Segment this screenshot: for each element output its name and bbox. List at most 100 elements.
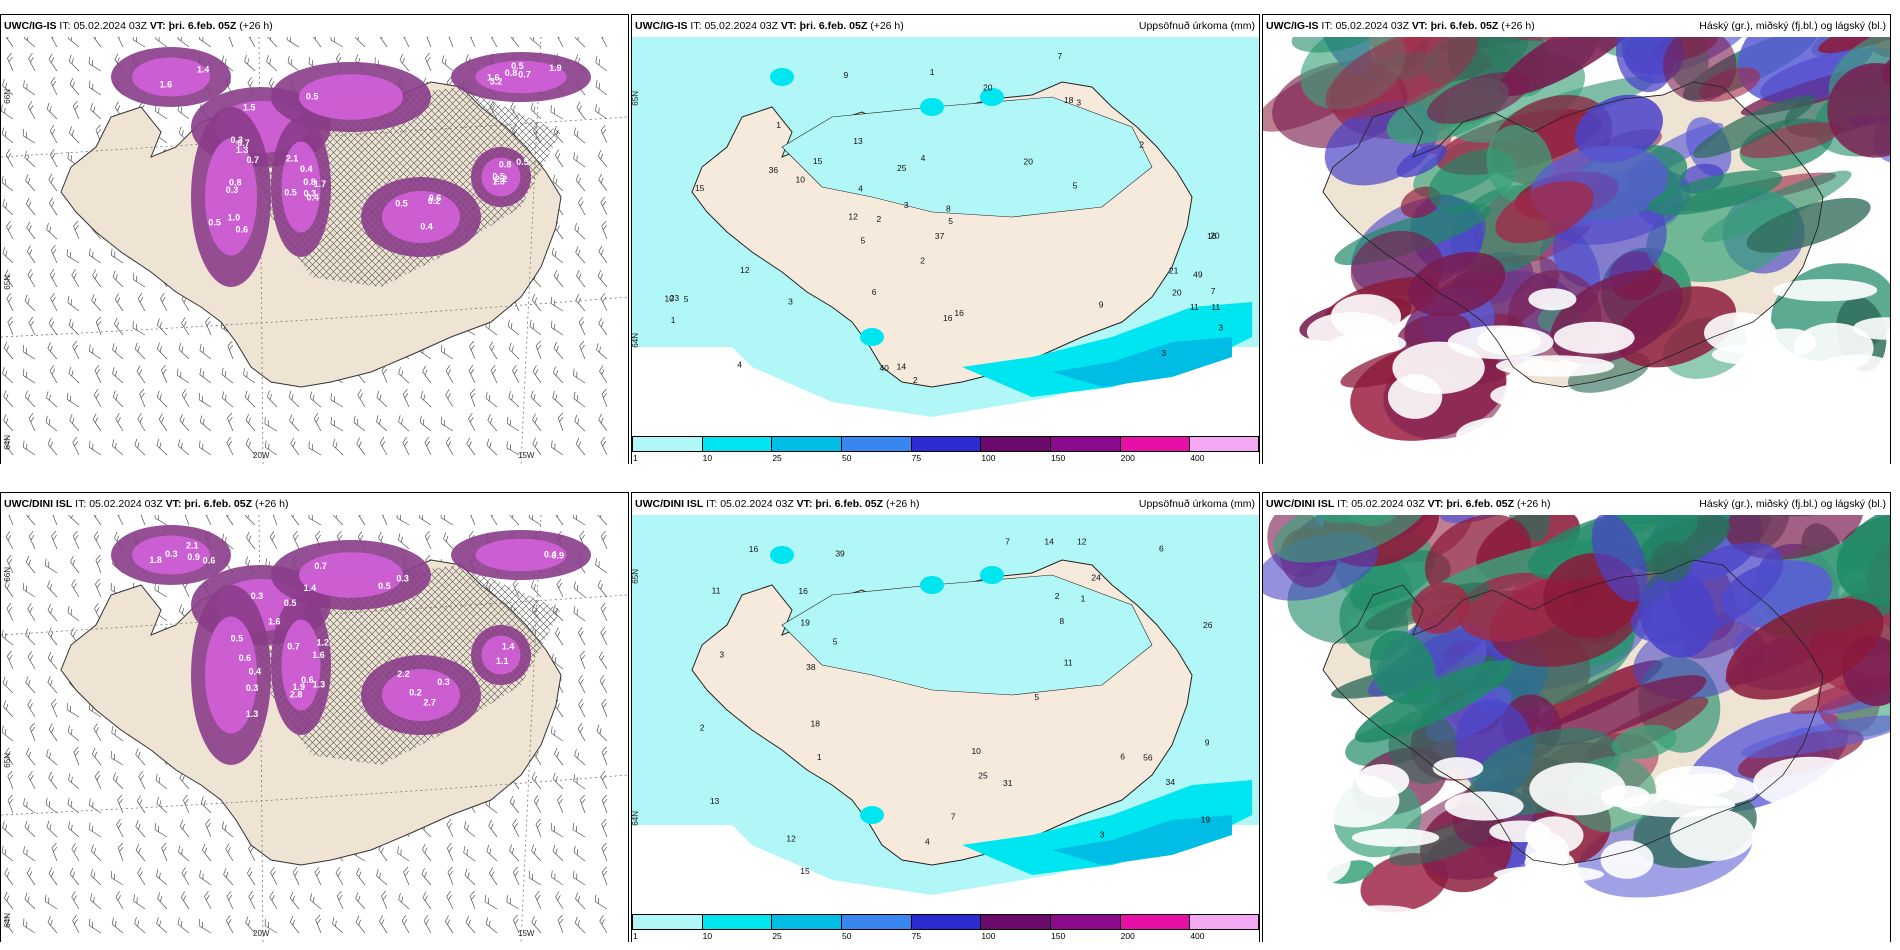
wind-barb (354, 37, 366, 48)
precip-value-label: 0.5 (511, 61, 524, 71)
wind-barb (264, 919, 278, 934)
precip-value-label: 1.2 (317, 637, 330, 647)
wind-barb (48, 867, 58, 886)
precip-value-label: 0.4 (544, 549, 557, 559)
colorbar-swatch (1119, 914, 1190, 930)
precip-total-label: 15 (800, 866, 810, 876)
precip-total-label: 21 (1169, 266, 1179, 276)
wind-barb (528, 515, 542, 526)
precip-total-label: 2 (913, 375, 918, 385)
wind-barb (4, 915, 14, 934)
precip-total-label: 2 (700, 722, 705, 732)
precip-value-label: 3.2 (490, 76, 503, 86)
wind-barb (552, 174, 564, 192)
precip-total-label: 20 (1172, 287, 1182, 297)
wind-barb (155, 869, 168, 886)
wind-barb (289, 915, 300, 934)
precip-total-label: 16 (954, 308, 964, 318)
wind-barb (601, 866, 608, 886)
wind-barb (114, 317, 124, 336)
wind-barb (2, 198, 14, 216)
wind-barb (93, 531, 102, 550)
wind-barb (156, 342, 168, 360)
wind-barb (600, 292, 608, 312)
wind-barb (24, 150, 36, 168)
wind-barb (601, 698, 608, 718)
wind-barb (550, 822, 564, 838)
cloud-layer-patch (1740, 715, 1890, 759)
wind-barb (271, 515, 278, 526)
wind-barb (309, 391, 322, 408)
wind-barb (51, 515, 58, 526)
wind-barb (244, 55, 256, 72)
cloud-layer-patch (1497, 37, 1643, 97)
wind-barb (95, 554, 102, 574)
lead-time: (+26 h) (1501, 20, 1535, 32)
precip-total-label: 1 (1081, 593, 1086, 603)
cloud-layer-patch (1273, 515, 1429, 563)
wind-barb (22, 128, 36, 144)
wind-barb (419, 415, 432, 432)
wind-barb (3, 700, 14, 718)
map-area (1263, 515, 1890, 942)
precip-value-label: 0.5 (208, 218, 221, 228)
precip-value-label: 0.5 (284, 187, 297, 197)
clear-sky-patch (1432, 757, 1484, 780)
cloud-layer-patch (1591, 515, 1648, 602)
wind-barb (154, 515, 168, 526)
wind-barb (25, 628, 36, 646)
wind-barb (332, 438, 344, 456)
wind-barb (90, 868, 102, 886)
wind-precip-map: 0.30.30.50.50.42.23.21.50.71.62.11.90.51… (1, 37, 628, 464)
init-label: IT: (1321, 20, 1333, 32)
coastline (1322, 559, 1824, 866)
wind-barb (112, 772, 124, 790)
precip-total-label: 3 (1218, 322, 1223, 332)
wind-barb (6, 292, 14, 312)
precip-total-label: 8 (1059, 616, 1064, 626)
precip-value-label: 2.7 (423, 698, 436, 708)
wind-barb (534, 890, 542, 910)
wind-barb (27, 603, 36, 622)
clear-sky-patch (1793, 322, 1874, 374)
wind-barb (288, 390, 300, 408)
panel-header: UWC/DINI ISL IT: 05.02.2024 03Z VT: þri.… (1, 493, 628, 515)
precip-total-label: 2 (1139, 139, 1144, 149)
field-title: Uppsöfnuð úrkoma (mm) (1138, 20, 1255, 32)
wind-barb (574, 222, 586, 240)
precip-value-label: 1.6 (160, 79, 173, 89)
precip-value-label: 0.6 (429, 193, 442, 203)
wind-barb (595, 55, 608, 72)
precip-value-label: 1.9 (549, 63, 562, 73)
precip-total-label: 1 (671, 315, 676, 325)
precip-value-label: 1.3 (236, 145, 249, 155)
wind-barb (423, 915, 432, 934)
wind-barb (225, 843, 234, 862)
clear-sky-patch (1338, 905, 1425, 930)
wind-barb (179, 819, 190, 838)
colorbar-tick-label: 400 (1190, 453, 1205, 463)
wind-barb (535, 340, 542, 360)
colorbar-frame (632, 436, 1259, 452)
precip-total-label: 6 (1120, 752, 1125, 762)
clear-sky-patch (1490, 382, 1570, 409)
lat-label: 65N (3, 275, 12, 290)
wind-barb (156, 318, 168, 336)
wind-barb (247, 867, 256, 886)
wind-barb (6, 650, 14, 670)
precip-total-label: 14 (897, 361, 907, 371)
lead-time: (+26 h) (885, 498, 920, 510)
wind-barb (469, 388, 476, 408)
wind-barb (156, 438, 168, 456)
precip-core (299, 552, 403, 598)
colorbar-tick-label: 10 (702, 931, 713, 941)
precip-value-label: 0.3 (437, 677, 450, 687)
lat-label: 64N (632, 333, 640, 348)
wind-barb (5, 531, 14, 550)
precip-value-label: 0.8 (499, 159, 512, 169)
wind-barb (243, 368, 256, 384)
precip-total-label: 11 (1211, 302, 1220, 312)
precip-value-label: 0.5 (492, 171, 505, 181)
valid-time: þri. 6.feb. 05Z (184, 498, 253, 510)
wind-barb (554, 747, 564, 766)
